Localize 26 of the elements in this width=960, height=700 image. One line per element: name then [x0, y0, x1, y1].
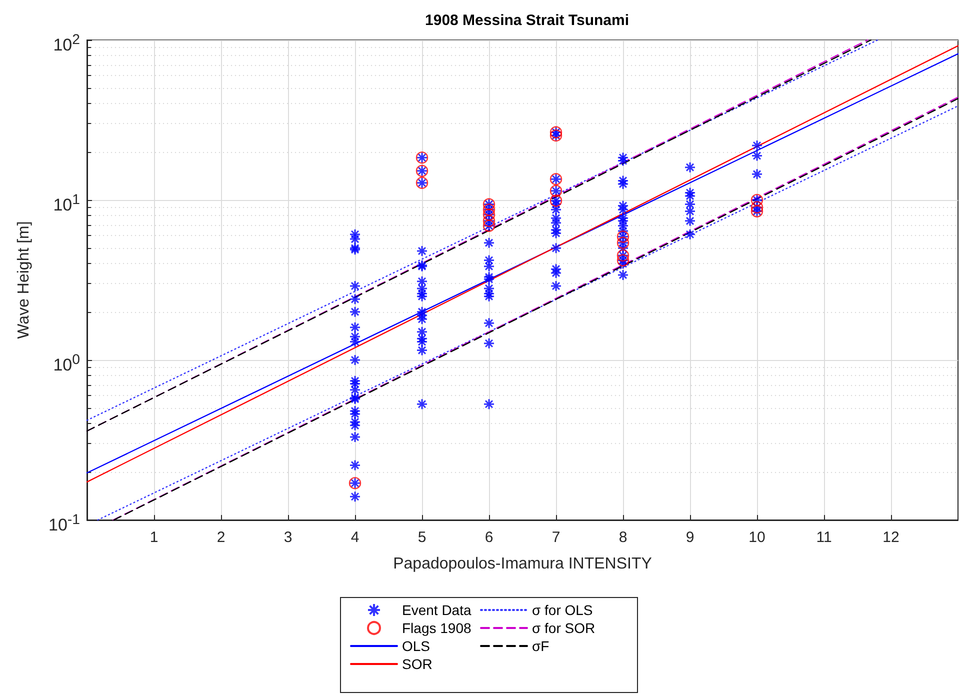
chart-title: 1908 Messina Strait Tsunami	[425, 12, 629, 29]
legend-label: Event Data	[402, 602, 472, 618]
x-tick-label: 10	[748, 529, 766, 546]
y-tick-label: 10$^{-1}$	[48, 511, 80, 536]
legend-label: σ for SOR	[532, 620, 596, 636]
x-tick-label: 9	[686, 529, 694, 546]
y-tick-label: 10$^{2}$	[53, 31, 80, 56]
x-tick-label: 5	[418, 529, 426, 546]
legend-label: σF	[532, 638, 550, 654]
legend-label: SOR	[402, 656, 432, 672]
x-tick-label: 6	[484, 529, 494, 546]
x-tick-label: 2	[216, 529, 226, 546]
x-tick-label: 8	[618, 529, 628, 546]
y-axis-title: Wave Height [m]	[16, 221, 32, 339]
legend-label: Flags 1908	[402, 620, 472, 636]
x-tick-label: 1	[150, 529, 158, 546]
y-tick-label: 10$^{0}$	[53, 351, 80, 376]
x-tick-label: 7	[552, 529, 560, 546]
y-tick-label: 10$^{1}$	[53, 191, 80, 216]
x-tick-label: 12	[882, 529, 900, 546]
x-axis-title: Papadopoulos-Imamura INTENSITY	[393, 556, 652, 572]
legend-label: σ for OLS	[532, 602, 593, 618]
x-tick-label: 3	[284, 529, 292, 546]
x-tick-label: 4	[350, 529, 360, 546]
legend-label: OLS	[402, 638, 430, 654]
x-tick-label: 11	[816, 529, 832, 546]
